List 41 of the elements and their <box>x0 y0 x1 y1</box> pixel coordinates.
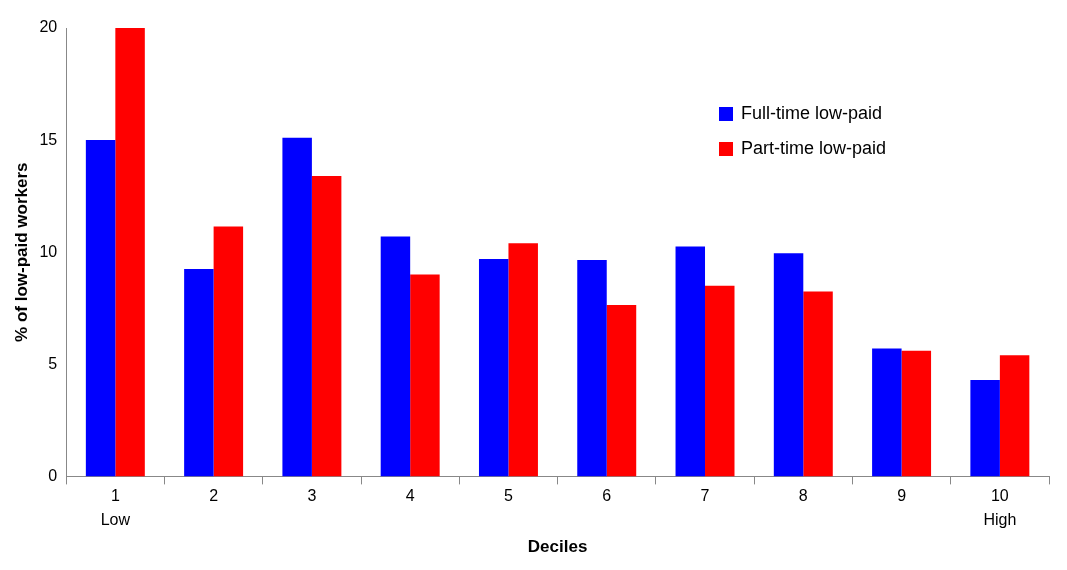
y-tick-label: 0 <box>48 466 58 484</box>
bar <box>380 236 411 477</box>
x-tick-label: 10 <box>990 487 1009 505</box>
bar <box>478 258 509 477</box>
x-tick-label: 4 <box>405 487 415 505</box>
x-axis-title: Deciles <box>527 537 588 557</box>
x-tick-label: 2 <box>209 487 219 505</box>
bar <box>508 243 538 477</box>
bar <box>675 246 706 477</box>
bar <box>803 291 833 477</box>
bar <box>85 140 116 477</box>
bar <box>606 304 637 477</box>
x-tick-label: 8 <box>798 487 808 505</box>
bar <box>999 355 1030 477</box>
bar <box>184 269 214 477</box>
bar <box>282 137 312 477</box>
bar <box>901 350 932 477</box>
x-tick-label: 3 <box>307 487 317 505</box>
bar <box>970 379 1000 477</box>
y-tick-label: 10 <box>39 242 58 260</box>
bar <box>872 348 902 477</box>
bar <box>773 253 804 477</box>
y-tick-label: 15 <box>39 130 58 148</box>
bar <box>705 285 735 477</box>
x-tick-label: 1 <box>110 487 120 505</box>
legend-label: Part-time low-paid <box>741 138 887 159</box>
bar <box>115 28 145 477</box>
x-tick-label: 6 <box>602 487 612 505</box>
text: High <box>983 510 1017 528</box>
bar <box>213 226 244 477</box>
bar <box>311 175 342 477</box>
bar <box>577 260 607 477</box>
x-tick-label: 9 <box>897 487 907 505</box>
text: Low <box>100 510 131 528</box>
y-tick-label: 5 <box>48 354 58 372</box>
legend-label: Full-time low-paid <box>741 103 883 124</box>
x-tick-label: 7 <box>700 487 710 505</box>
x-tick-label: 5 <box>504 487 514 505</box>
y-tick-label: 20 <box>39 18 58 36</box>
bar <box>410 274 440 477</box>
y-axis-title: % of low-paid workers <box>11 162 31 342</box>
